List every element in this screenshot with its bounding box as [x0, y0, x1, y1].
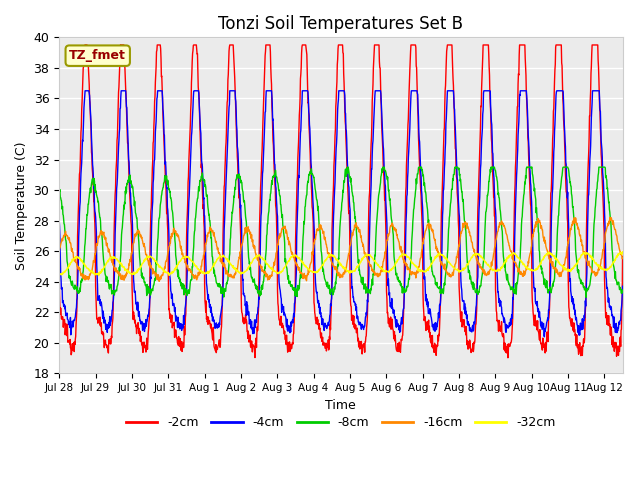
X-axis label: Time: Time	[326, 398, 356, 412]
-4cm	[99, 308, 107, 314]
Y-axis label: Soil Temperature (C): Soil Temperature (C)	[15, 141, 28, 270]
-2cm	[295, 139, 303, 144]
-32cm	[95, 273, 102, 278]
Line: -4cm: -4cm	[59, 91, 623, 337]
-2cm	[504, 355, 512, 360]
-8cm	[99, 246, 107, 252]
-4cm	[55, 217, 63, 223]
Title: Tonzi Soil Temperatures Set B: Tonzi Soil Temperatures Set B	[218, 15, 463, 33]
-32cm	[122, 267, 130, 273]
-32cm	[619, 249, 627, 255]
-4cm	[541, 334, 548, 340]
-16cm	[99, 232, 107, 238]
Line: -16cm: -16cm	[59, 217, 623, 281]
-2cm	[122, 92, 130, 97]
-16cm	[619, 255, 627, 261]
-8cm	[316, 228, 324, 234]
-4cm	[376, 88, 384, 94]
-16cm	[122, 272, 129, 277]
-16cm	[55, 252, 63, 257]
-8cm	[55, 184, 63, 190]
-32cm	[317, 265, 324, 271]
-16cm	[295, 267, 303, 273]
-4cm	[619, 283, 627, 289]
-32cm	[99, 266, 107, 272]
-8cm	[294, 285, 302, 290]
-8cm	[582, 294, 590, 300]
-8cm	[619, 290, 627, 296]
-8cm	[306, 169, 314, 175]
-2cm	[376, 65, 384, 71]
-2cm	[81, 42, 89, 48]
-2cm	[317, 332, 324, 337]
Text: TZ_fmet: TZ_fmet	[69, 49, 126, 62]
Line: -2cm: -2cm	[59, 45, 623, 358]
-16cm	[376, 272, 384, 278]
-2cm	[307, 153, 314, 158]
-4cm	[122, 96, 130, 101]
-2cm	[99, 332, 107, 338]
-32cm	[295, 254, 303, 260]
-32cm	[55, 271, 63, 276]
-8cm	[344, 164, 351, 170]
-32cm	[307, 268, 314, 274]
-4cm	[295, 173, 303, 179]
-16cm	[307, 261, 314, 267]
-2cm	[619, 254, 627, 260]
-16cm	[317, 226, 324, 232]
-2cm	[55, 264, 63, 270]
Line: -32cm: -32cm	[59, 252, 623, 276]
-4cm	[307, 138, 314, 144]
-4cm	[317, 312, 324, 317]
-16cm	[606, 215, 614, 220]
Line: -8cm: -8cm	[59, 167, 623, 297]
-8cm	[376, 182, 384, 188]
-32cm	[376, 265, 384, 271]
-8cm	[122, 191, 129, 197]
Legend: -2cm, -4cm, -8cm, -16cm, -32cm: -2cm, -4cm, -8cm, -16cm, -32cm	[121, 411, 561, 434]
-4cm	[81, 88, 89, 94]
-16cm	[156, 278, 163, 284]
